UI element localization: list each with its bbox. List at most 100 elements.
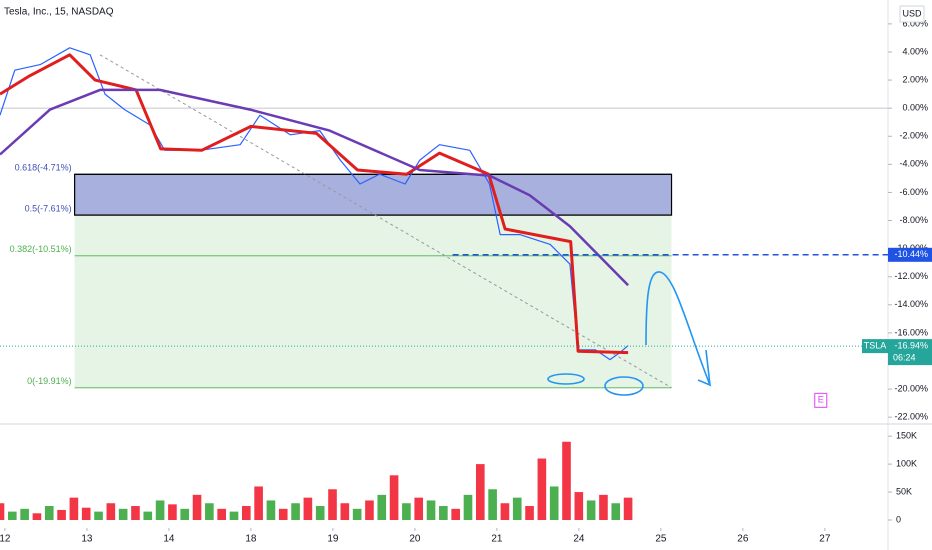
- volume-bar: [463, 494, 473, 520]
- volume-tick-label: 150K: [896, 431, 917, 441]
- earnings-box: [814, 392, 828, 408]
- y-tick-label: 4.00%: [902, 46, 928, 56]
- volume-bar: [426, 500, 436, 520]
- volume-bar: [586, 500, 596, 520]
- volume-bar: [266, 500, 276, 520]
- volume-bar: [340, 503, 350, 520]
- volume-bar: [488, 489, 497, 520]
- x-tick-label: 18: [245, 534, 257, 545]
- volume-tick-label: 50K: [896, 486, 912, 496]
- drawing: [547, 373, 585, 385]
- y-tick-label: -20.00%: [894, 383, 928, 393]
- earnings-label: E: [818, 395, 824, 405]
- price-label: -16.94%: [894, 340, 928, 350]
- x-tick-label: 13: [81, 534, 93, 545]
- x-tick-label: 14: [163, 534, 175, 545]
- volume-bar: [303, 497, 313, 520]
- volume-bar: [94, 511, 103, 520]
- volume-bar: [365, 500, 374, 520]
- volume-bar: [229, 511, 239, 520]
- symbol-box: [862, 339, 888, 354]
- volume-bar: [291, 503, 300, 520]
- x-tick-label: 26: [737, 534, 749, 545]
- price-line: [0, 47, 629, 361]
- y-tick-label: -6.00%: [899, 187, 928, 197]
- countdown: 06:24: [893, 352, 916, 362]
- volume-bar: [0, 503, 5, 520]
- volume-bar: [562, 441, 571, 520]
- volume-tick-label: 100K: [896, 458, 917, 468]
- volume-bar: [599, 494, 608, 520]
- volume-bar: [500, 503, 510, 520]
- volume-bar: [439, 506, 448, 520]
- fib-label: 0.5(-7.61%): [25, 203, 72, 213]
- volume-bar: [20, 508, 29, 520]
- volume-bar: [315, 506, 325, 520]
- volume-bar: [44, 506, 54, 520]
- volume-bar: [57, 509, 66, 520]
- volume-bar: [352, 508, 362, 520]
- trend-line: [99, 54, 672, 389]
- volume-bar: [525, 506, 534, 520]
- volume-bar: [69, 497, 79, 520]
- price-line: [0, 88, 629, 287]
- volume-bar: [81, 507, 91, 520]
- volume-bar: [168, 504, 177, 520]
- volume-bar: [328, 489, 337, 520]
- fib-label: 0(-19.91%): [27, 376, 72, 386]
- fib-zone: [74, 173, 673, 216]
- volume-bar: [451, 508, 460, 520]
- y-tick-label: -22.00%: [894, 412, 928, 422]
- volume-tick-label: 0: [896, 514, 901, 524]
- fib-zone: [74, 215, 672, 388]
- currency-box[interactable]: [899, 5, 925, 23]
- x-tick-label: 21: [491, 534, 503, 545]
- price-line: [0, 53, 629, 355]
- volume-bar: [537, 458, 547, 520]
- y-tick-label: 2.00%: [902, 74, 928, 84]
- volume-bar: [180, 508, 190, 520]
- volume-bar: [512, 497, 522, 520]
- x-tick-label: 19: [327, 534, 339, 545]
- volume-bar: [143, 511, 153, 520]
- volume-bar: [623, 497, 633, 520]
- drawing: [705, 349, 711, 386]
- volume-bar: [8, 511, 17, 520]
- volume-bar: [106, 503, 116, 520]
- y-tick-label: -2.00%: [899, 131, 928, 141]
- volume-bar: [574, 492, 584, 520]
- x-tick-label: 12: [0, 534, 11, 545]
- volume-bar: [611, 503, 621, 520]
- volume-bar: [402, 503, 411, 520]
- y-tick-label: -4.00%: [899, 159, 928, 169]
- symbol: TSLA: [864, 340, 887, 350]
- price-box: [888, 339, 932, 366]
- drawing: [604, 376, 644, 396]
- volume-bar: [278, 508, 288, 520]
- volume-bar: [192, 494, 202, 520]
- x-tick-label: 24: [573, 534, 585, 545]
- y-tick-label: -12.00%: [894, 271, 928, 281]
- volume-bar: [131, 506, 140, 520]
- y-tick-label: -8.00%: [899, 215, 928, 225]
- y-tick-label: 6.00%: [902, 18, 928, 28]
- volume-bar: [205, 503, 214, 520]
- fib-label: 0.382(-10.51%): [10, 244, 72, 254]
- x-tick-label: 27: [819, 534, 831, 545]
- volume-bar: [377, 494, 387, 520]
- volume-bar: [155, 500, 165, 520]
- fib-label: 0.618(-4.71%): [15, 163, 72, 173]
- volume-bar: [32, 513, 42, 520]
- volume-bar: [389, 475, 399, 520]
- volume-bar: [217, 508, 226, 520]
- y-tick-label: 0.00%: [902, 103, 928, 113]
- y-tick-label: -14.00%: [894, 299, 928, 309]
- level-label: -10.44%: [894, 249, 928, 259]
- currency[interactable]: USD: [902, 8, 922, 18]
- drawing: [645, 271, 712, 387]
- volume-bar: [254, 486, 263, 520]
- y-tick-label: -16.00%: [894, 327, 928, 337]
- level-label-box: [888, 247, 932, 262]
